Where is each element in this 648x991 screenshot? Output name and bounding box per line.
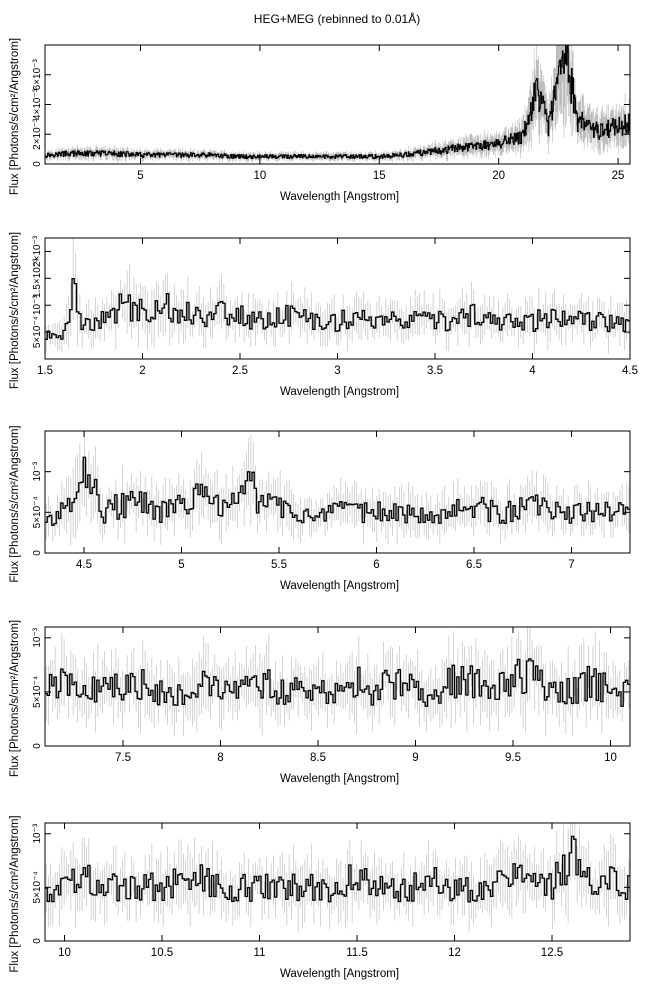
plot-frame xyxy=(44,44,631,165)
figure-title: HEG+MEG (rebinned to 0.01Å) xyxy=(254,11,420,26)
y-tick-label: 0 xyxy=(32,938,43,944)
panel-4: 7.5 8 8.5 9 9.5 10 0 5×10⁻⁴ 10⁻³ Wavelength [Angs… xyxy=(9,620,631,785)
y-tick-label: 0 xyxy=(32,743,43,749)
x-tick-label: 3 xyxy=(334,365,340,377)
x-tick-label: 9 xyxy=(412,752,418,764)
error-bars xyxy=(45,431,630,546)
y-tick-label: 10⁻³ xyxy=(32,823,43,843)
x-tick-label: 12.5 xyxy=(541,947,563,959)
y-axis-title: Flux [Photons/s/cm²/Angstrom] xyxy=(9,815,21,972)
plot-frame xyxy=(44,237,631,360)
panel-5: 10 10.5 11 11.5 12 12.5 0 5×10⁻⁴ 10⁻³ Wavelength … xyxy=(9,815,631,980)
x-tick-label: 8.5 xyxy=(310,752,326,764)
x-tick-label: 20 xyxy=(492,170,505,182)
x-tick-label: 25 xyxy=(612,170,625,182)
x-tick-label: 4 xyxy=(529,365,536,377)
x-tick-label: 10 xyxy=(58,947,71,959)
x-tick-label: 5.5 xyxy=(271,559,287,571)
x-tick-label: 2 xyxy=(139,365,145,377)
y-tick-label: 10⁻³ xyxy=(32,295,43,315)
y-tick-label: 2×10⁻³ xyxy=(32,235,43,267)
y-tick-label: 6×10⁻³ xyxy=(32,59,43,91)
y-tick-label: 10⁻³ xyxy=(32,461,43,481)
panel-2: 1.5 2 2.5 3 3.5 4 4.5 5×10⁻⁴10⁻³1.5×10⁻³2×10⁻³ W… xyxy=(9,232,638,398)
x-tick-label: 4.5 xyxy=(76,559,92,571)
x-tick-label: 10 xyxy=(604,752,617,764)
y-tick-label: 5×10⁻⁴ xyxy=(32,496,43,528)
y-tick-label: 0 xyxy=(32,550,43,556)
x-tick-label: 5 xyxy=(137,170,143,182)
x-tick-label: 6.5 xyxy=(466,559,482,571)
x-tick-label: 7 xyxy=(568,559,574,571)
x-tick-label: 5 xyxy=(178,559,184,571)
y-tick-label: 5×10⁻⁴ xyxy=(32,676,43,708)
x-axis-title: Wavelength [Angstrom] xyxy=(280,386,399,398)
y-tick-label: 2×10⁻³ xyxy=(32,118,43,150)
plot-frame xyxy=(44,626,631,747)
y-tick-label: 0 xyxy=(32,161,43,167)
x-tick-label: 11 xyxy=(254,947,266,959)
y-tick-label: 10⁻³ xyxy=(32,627,43,647)
y-tick-label: 4×10⁻³ xyxy=(32,88,43,120)
plot-frame xyxy=(44,822,631,942)
spectrum-line xyxy=(45,456,630,526)
x-tick-label: 1.5 xyxy=(37,365,53,377)
x-tick-label: 3.5 xyxy=(427,365,443,377)
x-tick-label: 4.5 xyxy=(622,365,638,377)
x-tick-label: 8 xyxy=(217,752,223,764)
x-axis-title: Wavelength [Angstrom] xyxy=(280,191,399,203)
panel-3: 4.5 5 5.5 6 6.5 7 0 5×10⁻⁴ 10⁻³ Wavelength [Angst… xyxy=(9,425,631,592)
x-axis-title: Wavelength [Angstrom] xyxy=(280,580,399,592)
x-tick-label: 7.5 xyxy=(115,752,131,764)
x-tick-label: 6 xyxy=(373,559,379,571)
x-tick-label: 2.5 xyxy=(232,365,248,377)
panel-1: 5 10 15 20 25 0 2×10⁻³4×10⁻³6×10⁻³ Wavelength [… xyxy=(9,38,631,203)
x-tick-label: 9.5 xyxy=(505,752,521,764)
x-tick-label: 11.5 xyxy=(346,947,368,959)
error-bars xyxy=(45,627,630,737)
y-axis-title: Flux [Photons/s/cm²/Angstrom] xyxy=(9,425,21,582)
y-axis-title: Flux [Photons/s/cm²/Angstrom] xyxy=(9,620,21,777)
error-bars xyxy=(45,238,630,354)
spectrum-line xyxy=(45,658,630,707)
spectrum-line xyxy=(45,277,630,340)
spectrum-line xyxy=(45,44,630,160)
x-axis-title: Wavelength [Angstrom] xyxy=(280,773,399,785)
x-tick-label: 10 xyxy=(253,170,266,182)
spectrum-line xyxy=(45,835,630,903)
x-tick-label: 15 xyxy=(373,170,386,182)
y-tick-label: 5×10⁻⁴ xyxy=(32,871,43,903)
y-tick-label: 5×10⁻⁴ xyxy=(32,316,43,348)
y-tick-label: 1.5×10⁻³ xyxy=(32,258,43,298)
plot-frame xyxy=(44,430,631,554)
y-axis-title: Flux [Photons/s/cm²/Angstrom] xyxy=(9,232,21,389)
x-tick-label: 12 xyxy=(448,947,461,959)
x-axis-title: Wavelength [Angstrom] xyxy=(280,968,399,980)
x-tick-label: 10.5 xyxy=(151,947,173,959)
y-axis-title: Flux [Photons/s/cm²/Angstrom] xyxy=(9,38,21,195)
